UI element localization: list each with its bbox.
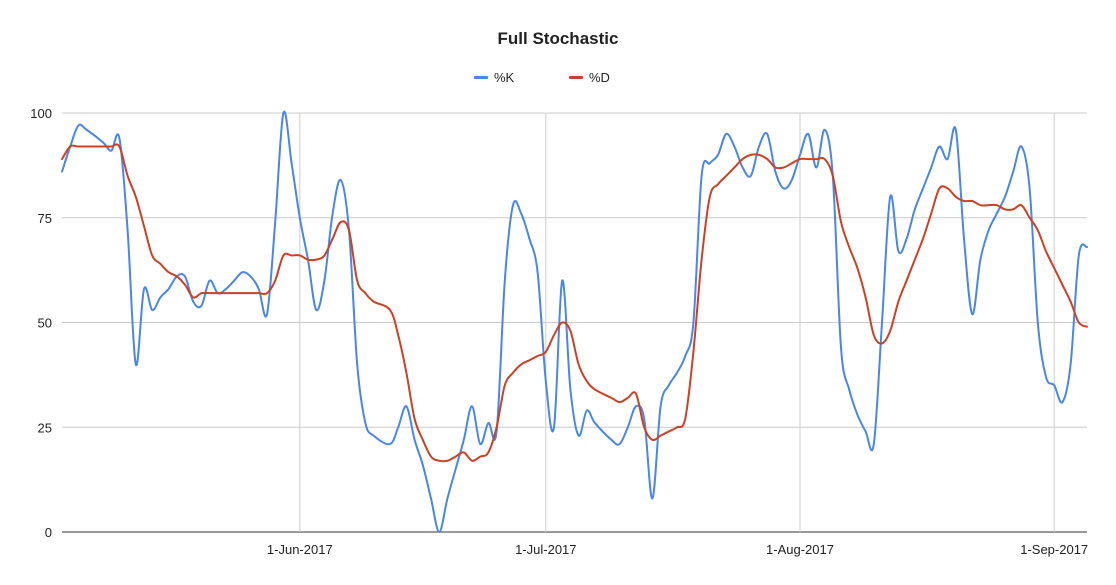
legend-swatch-k <box>474 76 488 79</box>
legend-item-k[interactable]: %K <box>474 70 514 85</box>
chart-legend: %K %D <box>0 70 1116 90</box>
x-tick-label: 1-Sep-2017 <box>1020 542 1088 557</box>
legend-swatch-d <box>569 76 583 79</box>
gridlines <box>62 112 1087 533</box>
x-tick-label: 1-Aug-2017 <box>766 542 834 557</box>
y-tick-label: 25 <box>38 420 52 435</box>
series-line-k[interactable] <box>61 110 1088 533</box>
legend-label-d: %D <box>589 70 610 85</box>
legend-item-d[interactable]: %D <box>569 70 610 85</box>
series-layer <box>61 110 1088 533</box>
chart-title: Full Stochastic <box>497 29 619 48</box>
legend-label-k: %K <box>494 70 515 85</box>
y-tick-label: 75 <box>38 211 52 226</box>
series-line-d[interactable] <box>61 143 1088 463</box>
axis-labels: 0 25 50 75 100 1-Jun-2017 1-Jul-2017 1-Aug-2017… <box>30 106 1088 557</box>
y-tick-label: 0 <box>45 525 52 540</box>
y-tick-label: 100 <box>30 106 52 121</box>
y-tick-label: 50 <box>38 316 52 331</box>
x-tick-label: 1-Jul-2017 <box>515 542 576 557</box>
x-tick-label: 1-Jun-2017 <box>267 542 333 557</box>
